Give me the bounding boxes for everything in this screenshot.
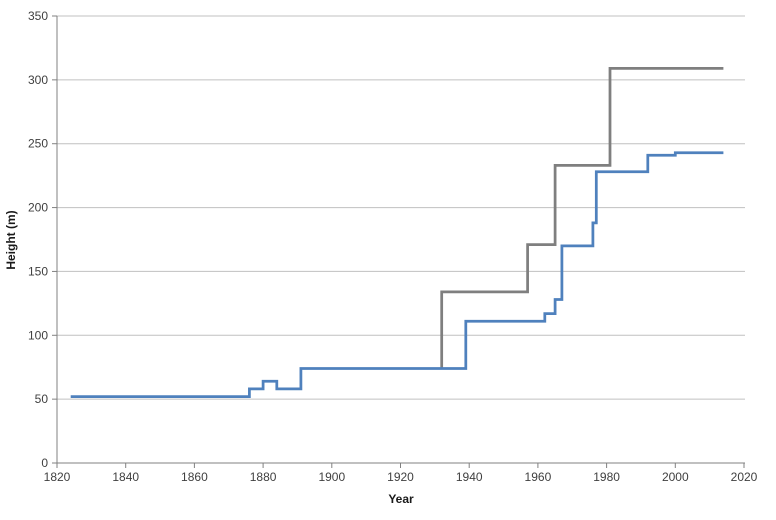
x-tick-label-1880: 1880 (250, 470, 277, 484)
y-axis-title: Height (m) (4, 210, 18, 269)
y-tick-label-200: 200 (28, 201, 48, 215)
x-tick-label-2020: 2020 (731, 470, 758, 484)
x-axis-title: Year (388, 492, 414, 506)
y-tick-label-50: 50 (35, 392, 49, 406)
y-tick-label-100: 100 (28, 328, 48, 342)
x-tick-label-1920: 1920 (387, 470, 414, 484)
x-tick-label-1980: 1980 (593, 470, 620, 484)
y-tick-label-150: 150 (28, 264, 48, 278)
x-tick-label-1840: 1840 (112, 470, 139, 484)
x-tick-label-1940: 1940 (456, 470, 483, 484)
y-tick-label-0: 0 (41, 456, 48, 470)
tick-labels: 0 50 100 150 200 250 300 350 1820 1840 1860 1880 190… (28, 9, 758, 484)
x-tick-label-1860: 1860 (181, 470, 208, 484)
series-1-gray-line (440, 67, 724, 369)
x-tick-label-2000: 2000 (662, 470, 689, 484)
x-tick-label-1960: 1960 (525, 470, 552, 484)
x-tick-label-1900: 1900 (318, 470, 345, 484)
series-2-blue-line (70, 151, 724, 398)
series-lines (70, 67, 724, 398)
x-tick-label-1820: 1820 (44, 470, 71, 484)
y-tick-label-350: 350 (28, 9, 48, 23)
gridlines (57, 15, 745, 400)
y-tick-label-300: 300 (28, 73, 48, 87)
y-tick-label-250: 250 (28, 137, 48, 151)
tick-marks (52, 15, 745, 468)
